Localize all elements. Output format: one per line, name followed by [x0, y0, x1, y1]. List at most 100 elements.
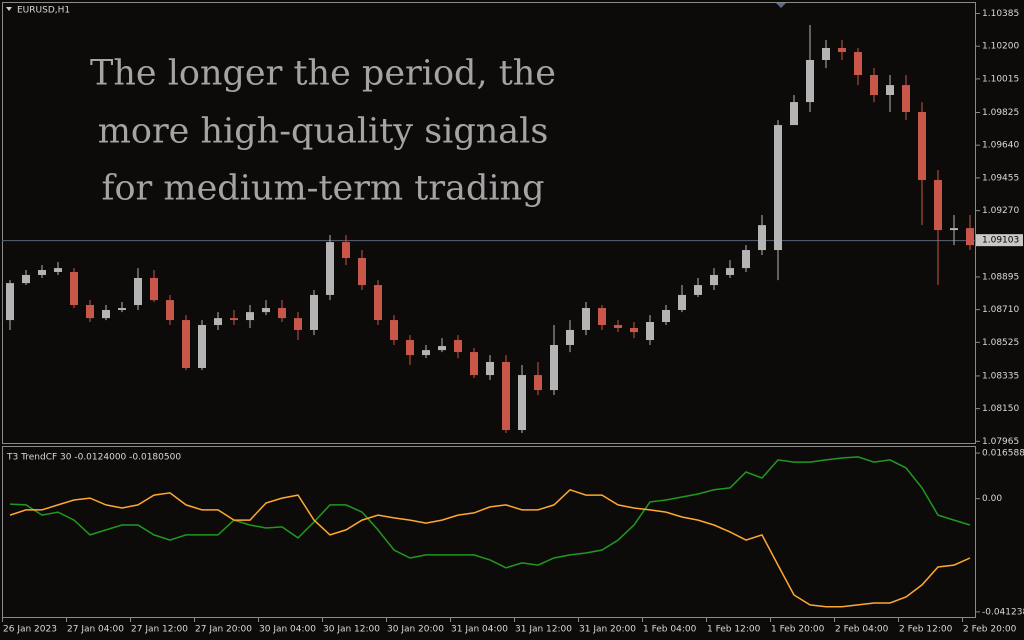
overlay-text: The longer the period, the: [90, 54, 556, 94]
y-tick-label: 1.09455: [982, 173, 1019, 183]
x-tick-label: 27 Jan 12:00: [131, 625, 188, 635]
y-tick-label: 0.00: [982, 494, 1002, 504]
candle-body: [6, 283, 14, 321]
candle-body: [614, 325, 622, 329]
candle-body: [726, 268, 734, 275]
candle-body: [118, 308, 126, 310]
x-tick-label: 27 Jan 20:00: [195, 625, 252, 635]
candle-body: [790, 102, 798, 126]
sub-frame: [2, 446, 976, 618]
candle-body: [422, 350, 430, 356]
candle-body: [294, 318, 302, 330]
y-tick-label: 1.10385: [982, 9, 1019, 19]
candle-body: [374, 285, 382, 321]
candle-body: [710, 274, 718, 286]
candle-body: [918, 111, 926, 181]
candle-body: [550, 344, 558, 391]
indicator-line: [9, 488, 971, 608]
candle-body: [646, 322, 654, 341]
current-price-box: [976, 234, 1023, 247]
x-tick-label: 2 Feb 04:00: [835, 625, 889, 635]
candle-body: [230, 318, 238, 321]
x-tick-label: 31 Jan 04:00: [451, 625, 508, 635]
candle-body: [694, 285, 702, 295]
candle-body: [582, 308, 590, 330]
candle-body: [870, 75, 878, 95]
candle-body: [166, 300, 174, 321]
y-tick-label: 1.07965: [982, 437, 1019, 447]
symbol-title: EURUSD,H1: [17, 6, 70, 16]
y-tick-label: 1.10200: [982, 42, 1019, 52]
candle-body: [262, 308, 270, 313]
y-tick-label: 1.08150: [982, 404, 1019, 414]
candle-body: [198, 325, 206, 368]
candle-body: [486, 361, 494, 376]
candle-body: [678, 294, 686, 310]
x-tick-label: 30 Jan 04:00: [259, 625, 316, 635]
x-tick-label: 1 Feb 20:00: [771, 625, 825, 635]
y-tick-label: 1.09640: [982, 141, 1019, 151]
y-tick-label: 1.10015: [982, 74, 1019, 84]
indicator-title: T3 TrendCF 30 -0.0124000 -0.0180500: [6, 453, 181, 463]
candle-body: [406, 340, 414, 356]
candle-body: [150, 277, 158, 301]
candle-body: [182, 320, 190, 368]
candle-body: [38, 270, 46, 275]
candle-body: [934, 180, 942, 231]
candle-body: [662, 309, 670, 323]
candle-body: [774, 125, 782, 251]
candle-body: [390, 320, 398, 341]
y-tick-label: 1.09825: [982, 108, 1019, 118]
x-tick-label: 1 Feb 12:00: [707, 625, 761, 635]
candle-body: [454, 340, 462, 353]
x-tick-label: 30 Jan 20:00: [387, 625, 444, 635]
candle-body: [214, 318, 222, 326]
y-tick-label: 1.08710: [982, 305, 1019, 315]
candle-body: [758, 225, 766, 251]
candle-body: [358, 258, 366, 286]
candle-body: [326, 242, 334, 295]
x-tick-label: 26 Jan 2023: [3, 625, 57, 635]
candle-body: [438, 346, 446, 351]
candle-body: [534, 375, 542, 391]
candle-body: [822, 47, 830, 60]
candle-body: [470, 352, 478, 376]
x-tick-label: 31 Jan 20:00: [579, 625, 636, 635]
candle-body: [310, 294, 318, 330]
overlay-text: for medium-term trading: [102, 169, 545, 209]
candle-body: [950, 228, 958, 231]
candle-body: [902, 85, 910, 112]
x-tick-label: 1 Feb 04:00: [643, 625, 697, 635]
y-tick-label: 0.0165885: [982, 449, 1024, 459]
candle-body: [22, 274, 30, 284]
candle-body: [806, 59, 814, 103]
y-tick-label: -0.041238: [982, 607, 1024, 617]
current-price-label: 1.09103: [982, 236, 1019, 246]
candle-body: [838, 47, 846, 53]
candle-body: [342, 242, 350, 259]
candle-body: [278, 308, 286, 319]
y-tick-label: 1.08895: [982, 272, 1019, 282]
candle-body: [70, 271, 78, 306]
y-tick-label: 1.08525: [982, 338, 1019, 348]
candle-body: [566, 329, 574, 345]
overlay-text: more high-quality signals: [98, 112, 549, 152]
indicator-line: [9, 456, 971, 569]
x-tick-label: 2 Feb 20:00: [963, 625, 1017, 635]
candle-body: [854, 52, 862, 76]
main-frame: [2, 2, 976, 444]
candle-body: [134, 277, 142, 306]
candle-body: [246, 312, 254, 321]
dropdown-icon[interactable]: [6, 7, 12, 11]
candle-body: [598, 308, 606, 326]
x-tick-label: 2 Feb 12:00: [899, 625, 953, 635]
candle-body: [102, 309, 110, 319]
candle-body: [54, 268, 62, 272]
candle-body: [886, 85, 894, 95]
x-tick-label: 30 Jan 12:00: [323, 625, 380, 635]
candle-body: [86, 305, 94, 319]
candle-body: [502, 361, 510, 431]
